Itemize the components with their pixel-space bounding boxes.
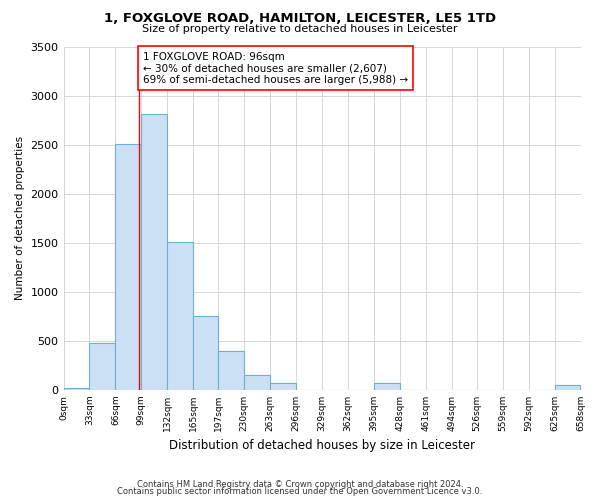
Bar — [64, 388, 89, 390]
Text: Contains HM Land Registry data © Crown copyright and database right 2024.: Contains HM Land Registry data © Crown c… — [137, 480, 463, 489]
Bar — [374, 382, 400, 390]
Text: 1 FOXGLOVE ROAD: 96sqm
← 30% of detached houses are smaller (2,607)
69% of semi-: 1 FOXGLOVE ROAD: 96sqm ← 30% of detached… — [143, 52, 408, 85]
Bar — [167, 242, 193, 390]
Y-axis label: Number of detached properties: Number of detached properties — [15, 136, 25, 300]
Bar — [142, 114, 167, 390]
Bar — [270, 382, 296, 390]
Text: 1, FOXGLOVE ROAD, HAMILTON, LEICESTER, LE5 1TD: 1, FOXGLOVE ROAD, HAMILTON, LEICESTER, L… — [104, 12, 496, 26]
Bar — [218, 350, 244, 390]
X-axis label: Distribution of detached houses by size in Leicester: Distribution of detached houses by size … — [169, 440, 475, 452]
Bar — [89, 343, 115, 390]
Bar — [244, 375, 270, 390]
Bar — [193, 316, 218, 390]
Text: Contains public sector information licensed under the Open Government Licence v3: Contains public sector information licen… — [118, 488, 482, 496]
Bar — [554, 385, 580, 390]
Text: Size of property relative to detached houses in Leicester: Size of property relative to detached ho… — [142, 24, 458, 34]
Bar — [115, 144, 142, 390]
